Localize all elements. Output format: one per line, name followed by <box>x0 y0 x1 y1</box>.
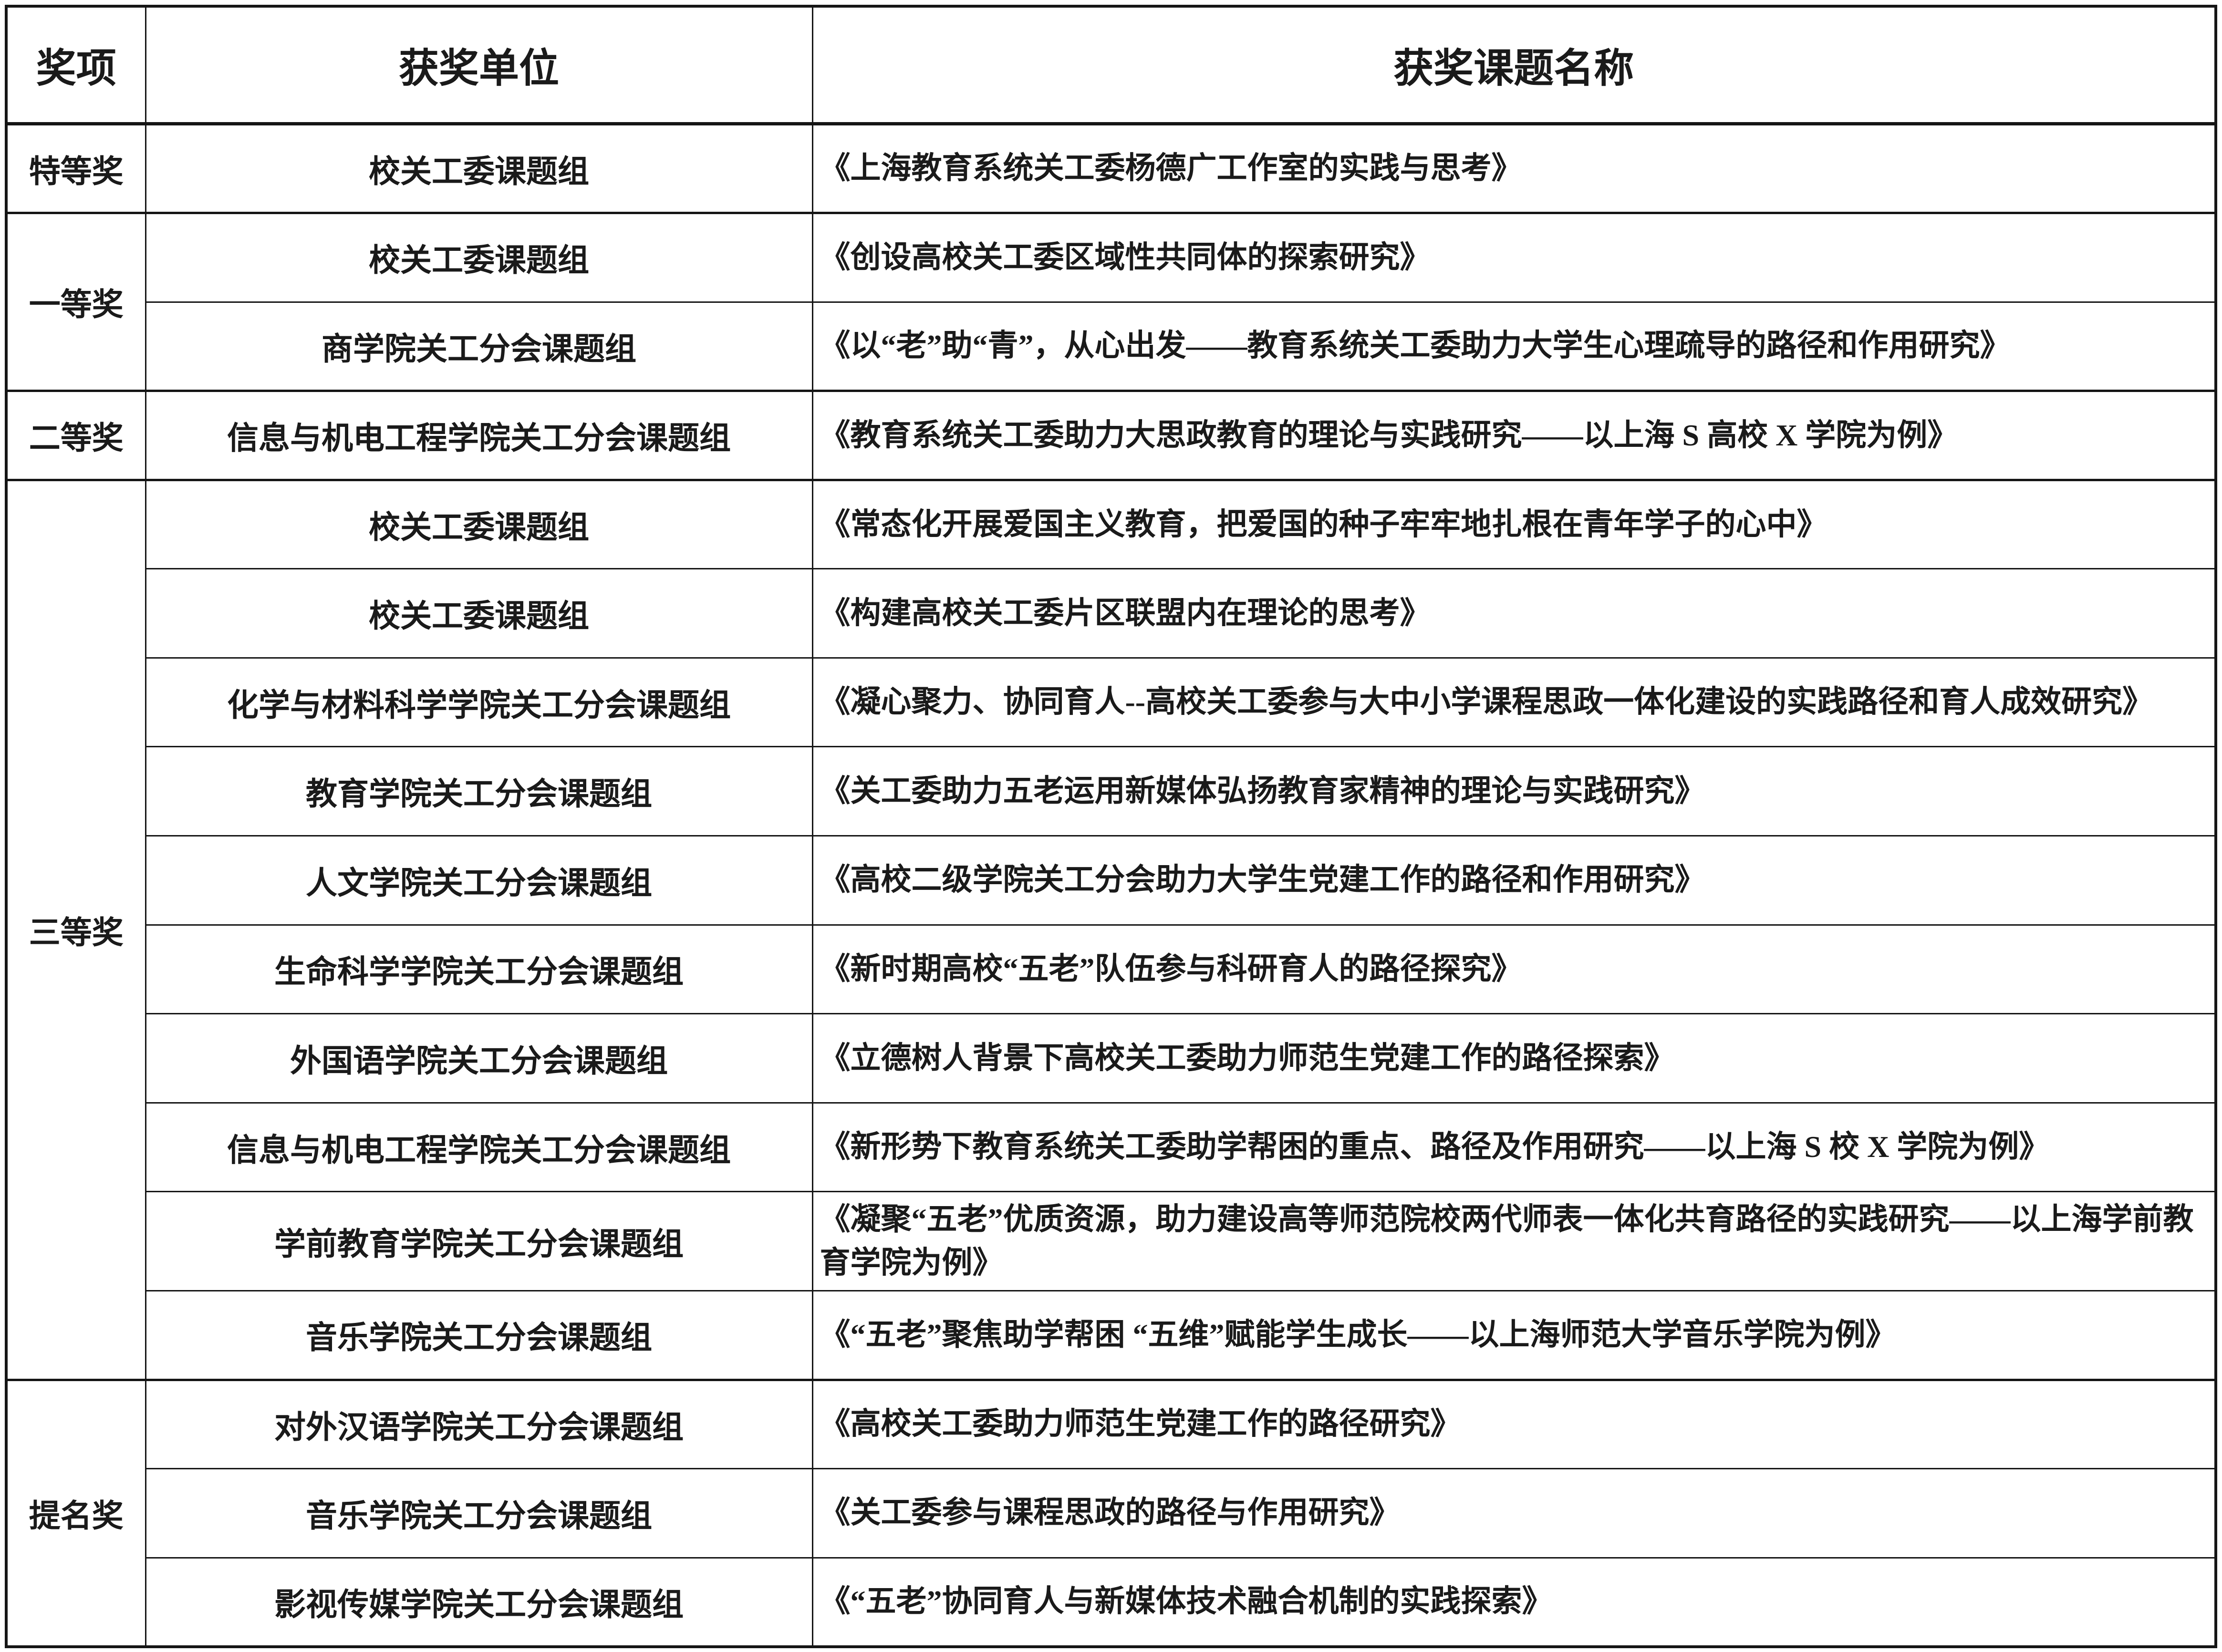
topic-cell: 《高校关工委助力师范生党建工作的路径研究》 <box>811 1378 2217 1470</box>
unit-cell: 信息与机电工程学院关工分会课题组 <box>145 390 813 481</box>
award-cell: 特等奖 <box>5 123 146 214</box>
topic-cell: 《新形势下教育系统关工委助学帮困的重点、路径及作用研究——以上海 S 校 X 学… <box>811 1102 2217 1193</box>
topic-cell: 《“五老”聚焦助学帮困 “五维”赋能学生成长——以上海师范大学音乐学院为例》 <box>811 1290 2217 1381</box>
topic-cell: 《立德树人背景下高校关工委助力师范生党建工作的路径探索》 <box>811 1013 2217 1104</box>
award-cell: 一等奖 <box>5 211 146 392</box>
table-row: 信息与机电工程学院关工分会课题组 《新形势下教育系统关工委助学帮困的重点、路径及… <box>6 1102 2217 1193</box>
unit-cell: 校关工委课题组 <box>145 478 813 570</box>
unit-cell: 校关工委课题组 <box>145 123 813 214</box>
table-row: 化学与材料科学学院关工分会课题组 《凝心聚力、协同育人--高校关工委参与大中小学… <box>6 657 2217 748</box>
unit-cell: 信息与机电工程学院关工分会课题组 <box>145 1102 813 1193</box>
unit-cell: 校关工委课题组 <box>145 212 813 303</box>
topic-cell: 《凝聚“五老”优质资源，助力建设高等师范院校两代师表一体化共育路径的实践研究——… <box>811 1191 2217 1291</box>
table-row: 影视传媒学院关工分会课题组 《“五老”协同育人与新媒体技术融合机制的实践探索》 <box>6 1557 2217 1648</box>
unit-cell: 外国语学院关工分会课题组 <box>145 1013 813 1104</box>
unit-cell: 影视传媒学院关工分会课题组 <box>145 1557 813 1648</box>
table-row: 学前教育学院关工分会课题组 《凝聚“五老”优质资源，助力建设高等师范院校两代师表… <box>6 1191 2217 1291</box>
unit-cell: 音乐学院关工分会课题组 <box>145 1468 813 1559</box>
table-row: 一等奖 校关工委课题组 《创设高校关工委区域性共同体的探索研究》 <box>5 211 2217 392</box>
unit-cell: 音乐学院关工分会课题组 <box>145 1290 813 1381</box>
award-cell: 提名奖 <box>5 1378 146 1648</box>
table-row: 提名奖 对外汉语学院关工分会课题组 《高校关工委助力师范生党建工作的路径研究》 <box>5 1378 2217 1648</box>
award-cell: 三等奖 <box>5 478 146 1381</box>
unit-cell: 教育学院关工分会课题组 <box>145 746 813 837</box>
header-unit: 获奖单位 <box>145 5 813 126</box>
table-row: 商学院关工分会课题组 《以“老”助“青”，从心出发——教育系统关工委助力大学生心… <box>6 301 2217 392</box>
table-row: 外国语学院关工分会课题组 《立德树人背景下高校关工委助力师范生党建工作的路径探索… <box>6 1013 2217 1104</box>
topic-cell: 《新时期高校“五老”队伍参与科研育人的路径探究》 <box>811 924 2217 1015</box>
unit-cell: 学前教育学院关工分会课题组 <box>145 1191 813 1291</box>
table-row: 教育学院关工分会课题组 《关工委助力五老运用新媒体弘扬教育家精神的理论与实践研究… <box>6 746 2217 837</box>
header-row: 奖项 获奖单位 获奖课题名称 <box>5 5 2217 126</box>
table-row: 人文学院关工分会课题组 《高校二级学院关工分会助力大学生党建工作的路径和作用研究… <box>6 835 2217 926</box>
topic-cell: 《关工委参与课程思政的路径与作用研究》 <box>811 1468 2217 1559</box>
topic-cell: 《教育系统关工委助力大思政教育的理论与实践研究——以上海 S 高校 X 学院为例… <box>811 390 2217 481</box>
topic-cell: 《上海教育系统关工委杨德广工作室的实践与思考》 <box>811 123 2217 214</box>
table-row: 音乐学院关工分会课题组 《“五老”聚焦助学帮困 “五维”赋能学生成长——以上海师… <box>6 1290 2217 1381</box>
table-row: 特等奖 校关工委课题组 《上海教育系统关工委杨德广工作室的实践与思考》 <box>5 123 2217 214</box>
topic-cell: 《常态化开展爱国主义教育，把爱国的种子牢牢地扎根在青年学子的心中》 <box>811 478 2217 570</box>
table-row: 生命科学学院关工分会课题组 《新时期高校“五老”队伍参与科研育人的路径探究》 <box>6 924 2217 1015</box>
table-row: 音乐学院关工分会课题组 《关工委参与课程思政的路径与作用研究》 <box>6 1468 2217 1559</box>
award-cell: 二等奖 <box>5 390 146 481</box>
topic-cell: 《构建高校关工委片区联盟内在理论的思考》 <box>811 568 2217 659</box>
unit-cell: 对外汉语学院关工分会课题组 <box>145 1378 813 1470</box>
header-award: 奖项 <box>5 5 146 126</box>
unit-cell: 商学院关工分会课题组 <box>145 301 813 392</box>
topic-cell: 《以“老”助“青”，从心出发——教育系统关工委助力大学生心理疏导的路径和作用研究… <box>811 301 2217 392</box>
topic-cell: 《高校二级学院关工分会助力大学生党建工作的路径和作用研究》 <box>811 835 2217 926</box>
unit-cell: 校关工委课题组 <box>145 568 813 659</box>
unit-cell: 化学与材料科学学院关工分会课题组 <box>145 657 813 748</box>
topic-cell: 《凝心聚力、协同育人--高校关工委参与大中小学课程思政一体化建设的实践路径和育人… <box>811 657 2217 748</box>
topic-cell: 《“五老”协同育人与新媒体技术融合机制的实践探索》 <box>811 1557 2217 1648</box>
unit-cell: 人文学院关工分会课题组 <box>145 835 813 926</box>
topic-cell: 《创设高校关工委区域性共同体的探索研究》 <box>811 212 2217 303</box>
header-topic: 获奖课题名称 <box>811 5 2217 126</box>
table-row: 三等奖 校关工委课题组 《常态化开展爱国主义教育，把爱国的种子牢牢地扎根在青年学… <box>5 478 2217 1381</box>
unit-cell: 生命科学学院关工分会课题组 <box>145 924 813 1015</box>
table-row: 二等奖 信息与机电工程学院关工分会课题组 《教育系统关工委助力大思政教育的理论与… <box>5 390 2217 481</box>
awards-table: 奖项 获奖单位 获奖课题名称 特等奖 校关工委课题组 《上海教育系统关工委杨德广… <box>5 5 2217 1648</box>
table-row: 校关工委课题组 《构建高校关工委片区联盟内在理论的思考》 <box>6 568 2217 659</box>
topic-cell: 《关工委助力五老运用新媒体弘扬教育家精神的理论与实践研究》 <box>811 746 2217 837</box>
